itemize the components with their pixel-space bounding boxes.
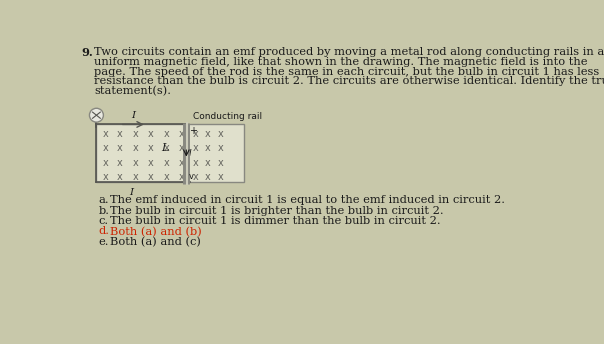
Text: x: x	[193, 142, 199, 152]
Text: x: x	[179, 129, 185, 139]
Text: x: x	[205, 142, 211, 152]
Bar	[97, 125, 243, 182]
Text: uniform magnetic field, like that shown in the drawing. The magnetic field is in: uniform magnetic field, like that shown …	[94, 57, 588, 67]
Text: x: x	[217, 172, 223, 182]
Text: x: x	[117, 158, 123, 168]
Text: x: x	[132, 172, 138, 182]
Text: x: x	[163, 129, 169, 139]
Text: x: x	[132, 129, 138, 139]
Text: x: x	[179, 142, 185, 152]
Text: x: x	[217, 129, 223, 139]
Text: x: x	[163, 158, 169, 168]
Text: a.: a.	[98, 195, 109, 205]
Text: x: x	[148, 129, 153, 139]
Text: The emf induced in circuit 1 is equal to the emf induced in circuit 2.: The emf induced in circuit 1 is equal to…	[109, 195, 504, 205]
Circle shape	[89, 108, 103, 122]
Text: x: x	[193, 129, 199, 139]
Text: x: x	[179, 172, 185, 182]
Text: x: x	[193, 172, 199, 182]
Text: x: x	[217, 142, 223, 152]
Text: Conducting rail: Conducting rail	[193, 111, 262, 121]
Text: x: x	[117, 129, 123, 139]
Text: x: x	[148, 158, 153, 168]
Text: I: I	[131, 111, 135, 120]
Text: x: x	[103, 172, 109, 182]
Text: x: x	[163, 142, 169, 152]
Text: c.: c.	[98, 216, 109, 226]
Text: x: x	[148, 142, 153, 152]
Text: b.: b.	[98, 206, 110, 216]
Text: x: x	[193, 158, 199, 168]
Text: d.: d.	[98, 226, 110, 236]
Text: Both (a) and (b): Both (a) and (b)	[109, 226, 201, 237]
Text: x: x	[117, 172, 123, 182]
Text: Both (a) and (c): Both (a) and (c)	[109, 237, 201, 247]
Text: I: I	[188, 149, 191, 158]
Text: x: x	[163, 172, 169, 182]
Text: +: +	[188, 126, 197, 136]
Text: The bulb in circuit 1 is dimmer than the bulb in circuit 2.: The bulb in circuit 1 is dimmer than the…	[109, 216, 440, 226]
Text: 9.: 9.	[81, 47, 92, 58]
Text: I: I	[129, 189, 133, 197]
Text: x: x	[132, 142, 138, 152]
Text: x: x	[117, 142, 123, 152]
Text: Two circuits contain an emf produced by moving a metal rod along conducting rail: Two circuits contain an emf produced by …	[94, 47, 604, 57]
Text: x: x	[205, 172, 211, 182]
Text: x: x	[103, 129, 109, 139]
Text: resistance than the bulb is circuit 2. The circuits are otherwise identical. Ide: resistance than the bulb is circuit 2. T…	[94, 76, 604, 86]
Text: x: x	[148, 172, 153, 182]
Text: statement(s).: statement(s).	[94, 86, 171, 96]
Text: x: x	[103, 158, 109, 168]
Text: page. The speed of the rod is the same in each circuit, but the bulb in circuit : page. The speed of the rod is the same i…	[94, 67, 599, 77]
Text: x: x	[132, 158, 138, 168]
Text: x: x	[217, 158, 223, 168]
Text: The bulb in circuit 1 is brighter than the bulb in circuit 2.: The bulb in circuit 1 is brighter than t…	[109, 206, 443, 216]
Text: e.: e.	[98, 237, 109, 247]
Text: x: x	[103, 142, 109, 152]
Text: x: x	[179, 158, 185, 168]
Text: x: x	[205, 129, 211, 139]
Text: x: x	[205, 158, 211, 168]
Text: v: v	[188, 172, 194, 181]
Text: L: L	[161, 142, 169, 152]
